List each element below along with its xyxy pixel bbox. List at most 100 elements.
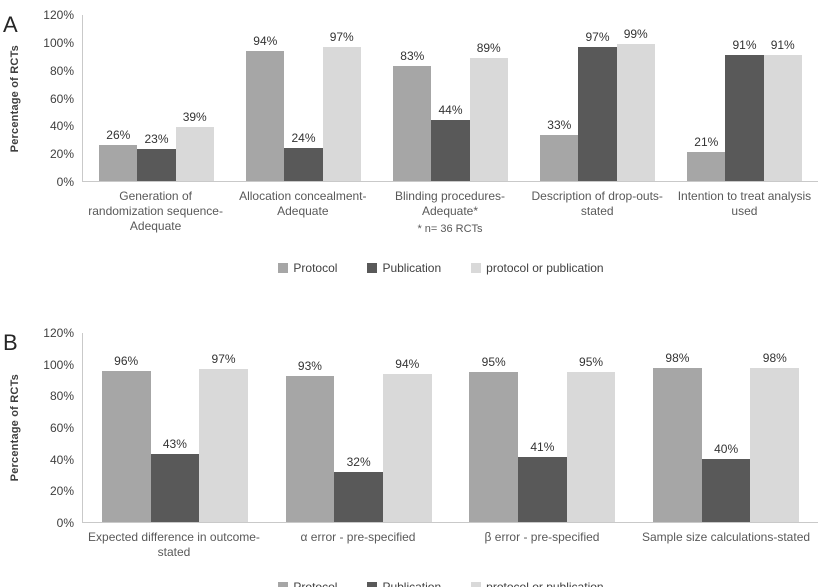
bar-group: 21% 91% 91% <box>671 15 818 181</box>
bar-cell: 99% <box>616 15 655 181</box>
bar <box>101 370 151 522</box>
bar-group: 98% 40% 98% <box>634 333 818 522</box>
bar-cell: 91% <box>763 15 802 181</box>
chart-a: Percentage of RCTs 0% 20% 40% 60% 80% 100% 120… <box>0 8 822 189</box>
y-tick-label: 0% <box>56 175 74 189</box>
bar-cell: 26% <box>99 15 138 181</box>
y-tick-label: 80% <box>49 389 74 404</box>
y-axis-title: Percentage of RCTs <box>9 44 21 153</box>
bar-group: 93% 32% 94% <box>267 333 451 522</box>
legend-label: Publication <box>382 580 442 587</box>
bar-value-label: 99% <box>623 27 648 42</box>
bar-cell: 98% <box>750 333 800 522</box>
bar-value-label: 97% <box>211 352 236 367</box>
bar <box>763 55 802 181</box>
bar <box>540 135 579 181</box>
legend-label: protocol or publication <box>486 261 604 275</box>
y-tick-label: 0% <box>56 516 74 530</box>
legend-swatch <box>367 263 378 273</box>
category-label-text: α error - pre-specified <box>300 530 416 544</box>
legend-swatch <box>278 263 289 273</box>
category-label-text: Allocation concealment- Adequate <box>239 189 367 218</box>
bar-value-label: 23% <box>144 132 169 147</box>
category-label: Description of drop-outs- stated <box>524 189 671 255</box>
bar-value-label: 96% <box>114 353 139 368</box>
y-tick-label: 80% <box>49 63 74 78</box>
y-tick-label: 20% <box>49 147 74 162</box>
bar-group: 96% 43% 97% <box>83 333 267 522</box>
bar-cell: 41% <box>518 333 567 522</box>
bar-value-label: 83% <box>400 49 425 64</box>
legend-swatch <box>471 263 482 273</box>
category-label: Allocation concealment- Adequate <box>229 189 376 255</box>
category-label-text: Description of drop-outs- stated <box>531 189 663 218</box>
bar-cell: 95% <box>566 333 616 522</box>
category-note: * n= 36 RCTs <box>417 223 483 235</box>
category-label-text: Intention to treat analysis used <box>677 189 812 218</box>
bar-value-label: 91% <box>770 38 795 53</box>
legend-label: Protocol <box>293 261 338 275</box>
bar-group: 83% 44% 89% <box>377 15 524 181</box>
bar-cell: 96% <box>101 333 151 522</box>
category-label-text: β error - pre-specified <box>484 530 600 544</box>
y-tick-label: 120% <box>43 8 74 22</box>
bar-cell: 95% <box>469 333 519 522</box>
bar-cell: 94% <box>246 15 285 181</box>
bar-cell: 39% <box>175 15 214 181</box>
legend-label: Publication <box>382 261 442 275</box>
bar-value-label: 89% <box>476 40 501 55</box>
bar-value-label: 95% <box>579 355 604 370</box>
bar <box>616 44 655 181</box>
bar-value-label: 94% <box>395 356 420 371</box>
bar <box>175 127 214 181</box>
plot-groups: 26% 23% 39% 94% 24% 97% 83% 44% 89% 33% 97% 99% 21% 9… <box>83 15 818 181</box>
bar-group: 26% 23% 39% <box>83 15 230 181</box>
bar <box>137 149 176 181</box>
category-label: Generation of randomization sequence- Ad… <box>82 189 229 255</box>
category-label-text: Generation of randomization sequence- Ad… <box>88 189 223 233</box>
x-axis-labels: Generation of randomization sequence- Ad… <box>82 189 818 255</box>
legend: Protocol Publication protocol or publicati… <box>60 261 822 275</box>
bar-value-label: 91% <box>732 38 757 53</box>
category-label-text: Blinding procedures- Adequate* <box>394 189 506 218</box>
y-axis-title-column: Percentage of RCTs <box>0 15 30 182</box>
legend-label: protocol or publication <box>486 580 604 587</box>
bar-cell: 43% <box>150 333 200 522</box>
legend-swatch <box>471 582 482 587</box>
bar-value-label: 21% <box>694 134 719 149</box>
panel-label: B <box>3 330 18 355</box>
x-axis-labels: Expected difference in outcome- stated α … <box>82 530 818 568</box>
bar-value-label: 39% <box>182 110 207 125</box>
bar-cell: 21% <box>687 15 726 181</box>
bar <box>246 50 285 181</box>
category-label-text: Sample size calculations-stated <box>641 530 811 544</box>
bar-value-label: 40% <box>714 442 739 456</box>
category-label: Expected difference in outcome- stated <box>82 530 266 568</box>
panel-a: A Percentage of RCTs 0% 20% 40% 60% 80% 100% 1… <box>0 8 822 311</box>
y-axis-title-column: Percentage of RCTs <box>0 333 30 523</box>
bar-group: 95% 41% 95% <box>451 333 635 522</box>
bar-cell: 89% <box>469 15 508 181</box>
bar-value-label: 98% <box>762 350 787 365</box>
bar <box>393 66 432 181</box>
bar <box>725 55 764 181</box>
legend-swatch <box>367 582 378 587</box>
bar-value-label: 97% <box>329 29 354 44</box>
bar-value-label: 41% <box>530 440 555 455</box>
bar-cell: 40% <box>701 333 751 522</box>
y-tick-label: 120% <box>43 326 74 340</box>
bar-cell: 94% <box>382 333 432 522</box>
bar-cell: 32% <box>334 333 383 522</box>
legend: Protocol Publication protocol or publicati… <box>60 580 822 587</box>
category-label-text: Expected difference in outcome- stated <box>88 530 260 559</box>
bar <box>382 373 432 522</box>
legend-item: Publication <box>367 261 441 275</box>
y-axis-ticks: 0% 20% 40% 60% 80% 100% 120% <box>30 326 82 530</box>
bar-value-label: 94% <box>253 33 278 48</box>
y-tick-label: 20% <box>49 484 74 499</box>
bar <box>199 369 248 522</box>
category-label: α error - pre-specified <box>266 530 450 568</box>
bar-cell: 44% <box>431 15 470 181</box>
bar <box>99 145 138 181</box>
